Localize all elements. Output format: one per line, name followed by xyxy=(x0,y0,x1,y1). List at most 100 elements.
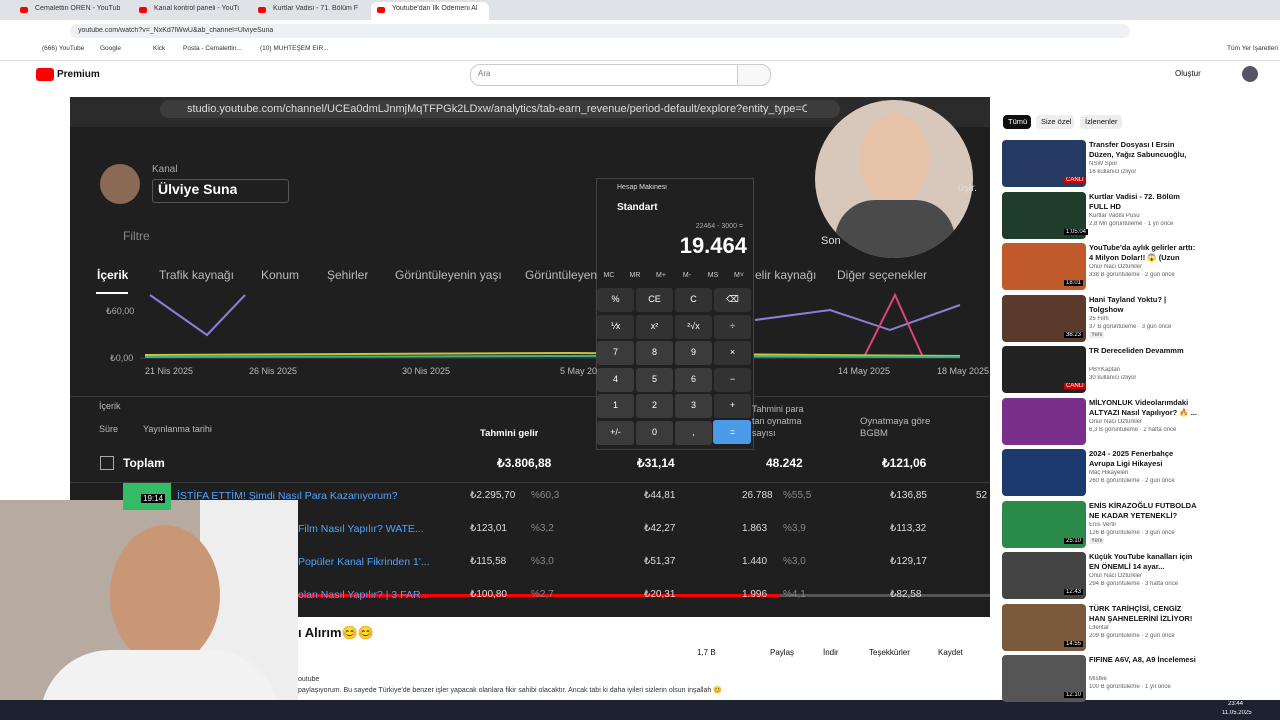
calculator-key[interactable]: 7 xyxy=(612,347,618,357)
video-title[interactable]: 2024 - 2025 Fenerbahçe Avrupa Ligi Hikay… xyxy=(1089,449,1174,468)
video-title[interactable]: Küçük YouTube kanalları için EN ÖNEMLİ 1… xyxy=(1089,552,1193,571)
tab-title[interactable]: Kurtlar Vadisi - 71. Bölüm FULL xyxy=(273,5,358,12)
search-button[interactable] xyxy=(737,64,771,86)
youtube-logo-icon[interactable] xyxy=(36,68,54,81)
calculator-mode: Standart xyxy=(617,202,658,213)
tab-title[interactable]: Cemalettin ÖREN - YouTube xyxy=(35,5,120,12)
calculator-key[interactable]: 4 xyxy=(612,373,618,384)
video-title[interactable]: Hani Tayland Yoktu? | Tolgshow xyxy=(1089,294,1167,314)
calculator-key[interactable]: 9 xyxy=(690,347,696,357)
video-channel[interactable]: Onur Naci Öztürkler xyxy=(1089,264,1143,270)
channel-name: Ülviye Suna xyxy=(158,181,238,197)
video-channel[interactable]: Onur Naci Öztürkler xyxy=(1089,418,1143,425)
thumbnail-badge: CANLI xyxy=(1064,383,1086,389)
calc-key-bg xyxy=(675,367,712,392)
url[interactable]: youtube.com/watch?v=_NxKd7lWwU&ab_channe… xyxy=(78,27,274,34)
video-title[interactable]: Kurtlar Vadisi - 72. Bölüm FULL HD xyxy=(1089,191,1180,211)
calculator-key[interactable]: % xyxy=(611,294,620,304)
video-title[interactable]: Transfer Dosyası I Ersin Düzen, Yağız Sa… xyxy=(1089,140,1187,159)
row-cell: %55,5 xyxy=(783,490,812,501)
calculator-key[interactable]: ⌫ xyxy=(726,294,739,304)
calculator-key[interactable]: 3 xyxy=(690,400,696,410)
row-cell: 1.440 xyxy=(742,556,768,567)
create-button[interactable]: Oluştur xyxy=(1175,69,1201,78)
search-box[interactable] xyxy=(470,64,738,86)
calculator-key[interactable]: 8 xyxy=(651,347,657,357)
table-header: Tahmini gelir xyxy=(480,428,539,439)
action-button[interactable]: Paylaş xyxy=(770,648,795,657)
calculator-key[interactable]: ²√x xyxy=(687,320,700,331)
video-channel[interactable]: Kurtlar Vadisi Pusu xyxy=(1089,212,1140,219)
address-bar[interactable] xyxy=(70,24,1130,38)
calculator-key[interactable]: × xyxy=(729,347,736,357)
clock-date: 11.05.2025 xyxy=(1222,710,1252,716)
bookmark[interactable]: Tüm Yer İşaretleri xyxy=(1227,45,1278,52)
video-title[interactable]: YouTube'da aylık gelirler arttı: 4 Milyo… xyxy=(1089,243,1196,262)
video-channel[interactable]: 25 Film xyxy=(1089,315,1109,322)
action-button[interactable]: Kaydet xyxy=(938,648,963,657)
calculator-key[interactable]: ⅟x xyxy=(610,320,621,331)
memory-button[interactable]: MS xyxy=(707,272,719,279)
bookmark[interactable]: Kick xyxy=(153,45,166,52)
progress-played xyxy=(70,594,780,597)
calculator-key[interactable]: 6 xyxy=(690,373,696,384)
tab-title[interactable]: Youtube'dan İlk Ödemeni Aldın xyxy=(392,5,477,12)
chip[interactable]: İzlenenler xyxy=(1085,117,1118,126)
video-meta: 2,8 Mn görüntüleme · 1 yıl önce xyxy=(1089,220,1174,227)
y-label: ₺60,00 xyxy=(106,306,135,316)
video-title[interactable]: ENİS KİRAZOĞLU FUTBOLDA NE KADAR YETENEK… xyxy=(1089,500,1197,520)
memory-button[interactable]: M˅ xyxy=(734,272,744,279)
facecam-circle xyxy=(815,100,973,258)
video-channel[interactable]: Onur Naci Öztürkler xyxy=(1089,573,1143,579)
calculator-key[interactable]: C xyxy=(690,294,697,304)
video-channel[interactable]: NSW Spor xyxy=(1089,161,1118,167)
memory-button[interactable]: MR xyxy=(629,272,641,279)
bookmark[interactable]: (10) MUHTEŞEM EIR... xyxy=(260,45,329,52)
checkbox[interactable] xyxy=(100,456,114,470)
calculator-key[interactable]: 0 xyxy=(651,426,657,437)
revenue-chart xyxy=(140,292,961,359)
action-button[interactable]: Teşekkürler xyxy=(869,648,910,657)
calculator-key[interactable]: 1 xyxy=(612,400,618,410)
calculator-key[interactable]: x² xyxy=(650,320,659,331)
logo-text[interactable]: Premium xyxy=(57,69,100,80)
avatar[interactable] xyxy=(1242,66,1258,82)
video-channel[interactable]: Mıstke xyxy=(1089,676,1107,682)
bookmark[interactable]: (666) YouTube xyxy=(42,45,85,52)
like-count[interactable]: 1,7 B xyxy=(697,648,716,657)
video-title[interactable]: TR Dereceliden Devammm xyxy=(1089,346,1184,355)
tab-title[interactable]: Kanal kontrol paneli - YouTube xyxy=(154,5,239,12)
equals-highlight xyxy=(713,420,751,444)
bookmark[interactable]: Google xyxy=(100,45,121,52)
video-channel[interactable]: PBYKaptan xyxy=(1089,367,1121,373)
chip[interactable]: Size özel xyxy=(1041,117,1072,126)
row-title: İSTİFA ETTİM! Şimdi Nasıl Para Kazanıyor… xyxy=(177,490,398,502)
video-title[interactable]: TÜRK TARİHÇİSİ, CENGİZ HAN ŞAHNELERİNİ İ… xyxy=(1089,603,1193,623)
thumbnail-badge: 18:01 xyxy=(1064,280,1084,286)
chip[interactable]: Tümü xyxy=(1008,117,1028,126)
memory-button[interactable]: M+ xyxy=(656,272,666,279)
calculator-key[interactable]: +/- xyxy=(610,426,621,437)
calculator-key[interactable]: CE xyxy=(648,294,661,304)
calculator-key[interactable]: 5 xyxy=(651,373,657,384)
calculator-key[interactable]: − xyxy=(729,373,736,384)
chip-bg xyxy=(1080,115,1122,129)
memory-button[interactable]: M- xyxy=(682,272,692,279)
video-channel[interactable]: Enis Vertir xyxy=(1089,521,1117,528)
channel-selector[interactable] xyxy=(152,179,289,203)
date-label: 14 May 2025 xyxy=(838,366,891,376)
video-meta: 260 B görüntüleme · 2 gün önce xyxy=(1089,478,1175,484)
action-button[interactable]: İndir xyxy=(823,648,839,657)
memory-button[interactable]: MC xyxy=(603,272,615,279)
video-channel[interactable]: Lifentar xyxy=(1089,624,1110,631)
search-placeholder[interactable]: Ara xyxy=(478,69,491,78)
video-channel[interactable]: Maç Hikayeleri xyxy=(1089,470,1129,476)
calculator-key[interactable]: 2 xyxy=(651,400,657,410)
bookmark[interactable]: Posta - Cemalettin... xyxy=(183,45,242,52)
video-title[interactable]: MİLYONLUK Videolarımdaki ALTYAZI Nasıl Y… xyxy=(1089,397,1197,417)
video-title[interactable]: FIFINE A6V, A8, A9 İncelemesi xyxy=(1089,655,1196,664)
calculator-key[interactable]: = xyxy=(729,426,736,437)
calculator-key[interactable]: + xyxy=(729,400,736,410)
calculator-key[interactable]: ÷ xyxy=(730,320,735,331)
calculator-key[interactable]: , xyxy=(692,426,695,437)
